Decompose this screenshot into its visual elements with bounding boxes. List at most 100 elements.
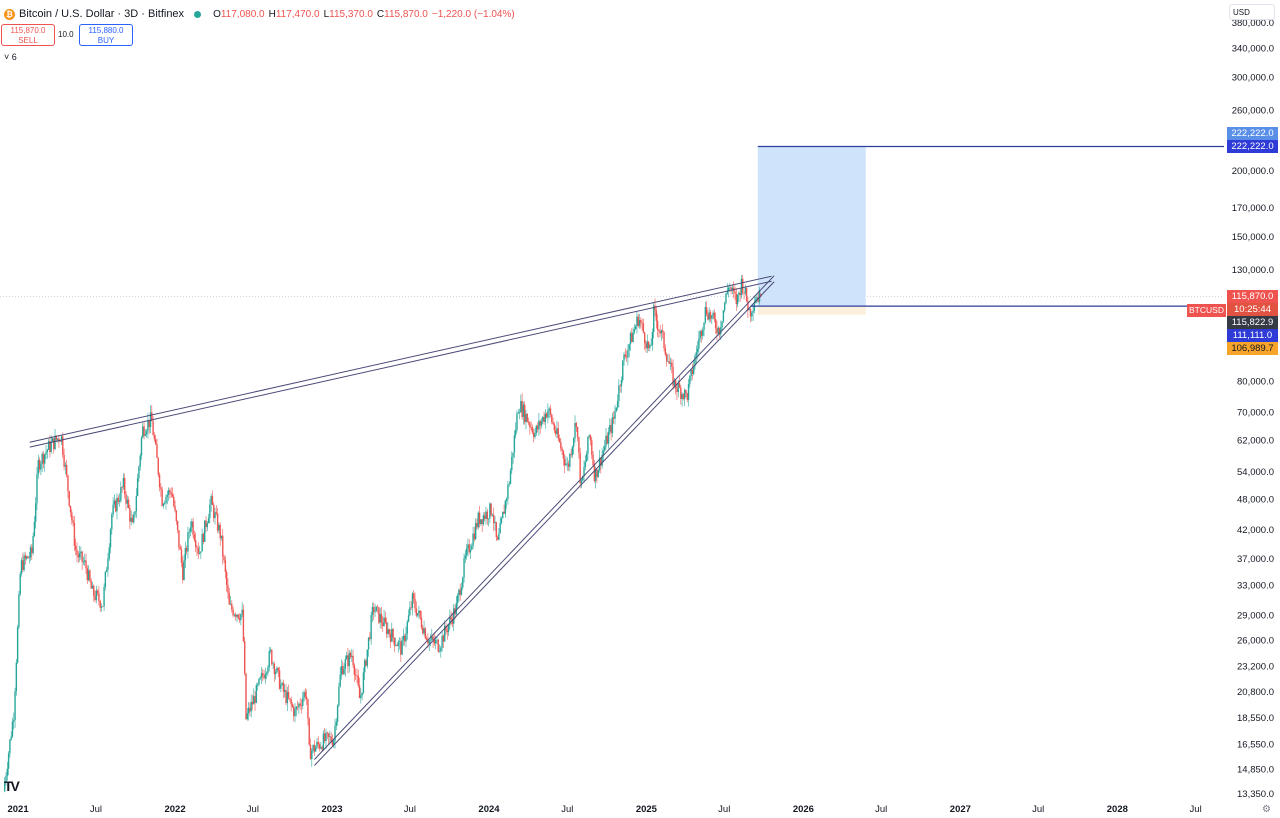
ohlc-open-value: 117,080.0 <box>220 8 265 20</box>
candle-body <box>483 515 486 519</box>
candle-body <box>304 692 307 697</box>
currency-select[interactable]: USD <box>1229 4 1275 20</box>
time-tick-label: Jul <box>875 804 887 815</box>
candle-body <box>287 691 290 699</box>
trendline <box>29 275 772 443</box>
candle-body <box>118 500 121 502</box>
price-tick-label: 380,000.0 <box>1232 18 1274 29</box>
candle-body <box>320 746 322 749</box>
candle-body <box>25 556 28 559</box>
candle-body <box>249 707 251 712</box>
candle-body <box>241 609 243 615</box>
sell-button[interactable]: 115,870.0 SELL <box>1 24 55 46</box>
time-tick-label: Jul <box>1032 804 1044 815</box>
candle-body <box>622 360 624 381</box>
candle-body <box>704 307 707 323</box>
candle-body <box>202 533 205 542</box>
candle-body <box>382 622 384 627</box>
candle-body <box>36 474 38 504</box>
candle-body <box>615 407 618 411</box>
tradingview-logo-icon[interactable]: TV <box>4 778 20 794</box>
candle-body <box>251 701 254 705</box>
candle-body <box>491 514 494 516</box>
candle-body <box>210 496 212 505</box>
horizontal-lines[interactable] <box>750 145 1224 307</box>
candle-body <box>331 741 334 746</box>
candle-body <box>361 692 363 696</box>
buy-button[interactable]: 115,880.0 BUY <box>79 24 133 46</box>
price-tick-label: 170,000.0 <box>1232 203 1274 214</box>
candle-body <box>189 527 192 532</box>
candle-body <box>579 452 581 484</box>
candle-body <box>558 438 561 443</box>
candle-body <box>432 636 434 640</box>
candle-body <box>602 450 605 455</box>
symbol-title[interactable]: Bitcoin / U.S. Dollar · 3D · Bitfinex <box>19 8 185 20</box>
candle-body <box>660 330 663 334</box>
candle-body <box>56 438 59 440</box>
candle-body <box>502 511 504 519</box>
candle-body <box>207 517 210 524</box>
price-tick-label: 33,000.0 <box>1237 581 1274 592</box>
candle-body <box>518 412 521 413</box>
candle-body <box>122 478 125 488</box>
candle-body <box>751 312 753 317</box>
candle-body <box>685 390 687 394</box>
price-axis[interactable]: 380,000.0 340,000.0 300,000.0 260,000.0 200,… <box>1232 18 1274 800</box>
candle-body <box>296 706 299 708</box>
candle-body <box>360 695 362 699</box>
candle-body <box>721 321 723 328</box>
candle-body <box>114 500 117 512</box>
candle-body <box>647 341 650 348</box>
candle-body <box>748 308 750 311</box>
chart-header: ₿ Bitcoin / U.S. Dollar · 3D · Bitfinex … <box>4 6 519 22</box>
gear-icon[interactable]: ⚙ <box>1262 804 1271 815</box>
candle-body <box>295 706 298 710</box>
candle-body <box>245 673 247 720</box>
candle-body <box>24 555 27 559</box>
candle-body <box>376 606 379 608</box>
trendlines[interactable] <box>29 275 775 766</box>
candle-body <box>536 425 539 430</box>
price-tick-label: 130,000.0 <box>1232 265 1274 276</box>
candle-body <box>335 721 338 726</box>
candle-body <box>633 329 636 333</box>
candle-body <box>720 327 722 335</box>
candle-body <box>521 401 523 418</box>
candle-body <box>407 615 410 622</box>
candle-body <box>183 560 185 580</box>
candle-body <box>211 496 214 505</box>
candle-body <box>65 464 68 476</box>
long-position-tool[interactable] <box>757 146 866 315</box>
candle-body <box>352 655 354 666</box>
candle-body <box>62 436 64 455</box>
candle-body <box>643 332 646 344</box>
candle-body <box>144 434 147 436</box>
candle-body <box>327 733 330 737</box>
candle-body <box>552 422 554 425</box>
candle-body <box>232 609 234 616</box>
candle-body <box>727 287 730 291</box>
candle-body <box>471 545 473 550</box>
candle-body <box>610 424 612 434</box>
candle-body <box>458 589 460 596</box>
candle-body <box>312 745 314 751</box>
candle-body <box>284 690 286 692</box>
time-tick-label: Jul <box>247 804 259 815</box>
candle-body <box>614 410 616 419</box>
indicators-collapse-button[interactable]: ˅ 6 <box>4 52 17 62</box>
candle-body <box>663 332 665 348</box>
candle-body <box>620 380 623 387</box>
candle-body <box>757 297 759 302</box>
candle-body <box>736 294 739 305</box>
candle-body <box>40 464 42 470</box>
spread-value: 10.0 <box>58 30 74 39</box>
candle-body <box>145 431 148 435</box>
candle-body <box>373 607 375 613</box>
candle-body <box>343 668 345 675</box>
candle-body <box>553 424 556 431</box>
time-axis[interactable]: 2021 Jul 2022 Jul 2023 Jul 2024 Jul 2025 Jul 2026 J… <box>7 804 1201 815</box>
candle-body <box>713 312 716 320</box>
candle-body <box>375 606 378 612</box>
